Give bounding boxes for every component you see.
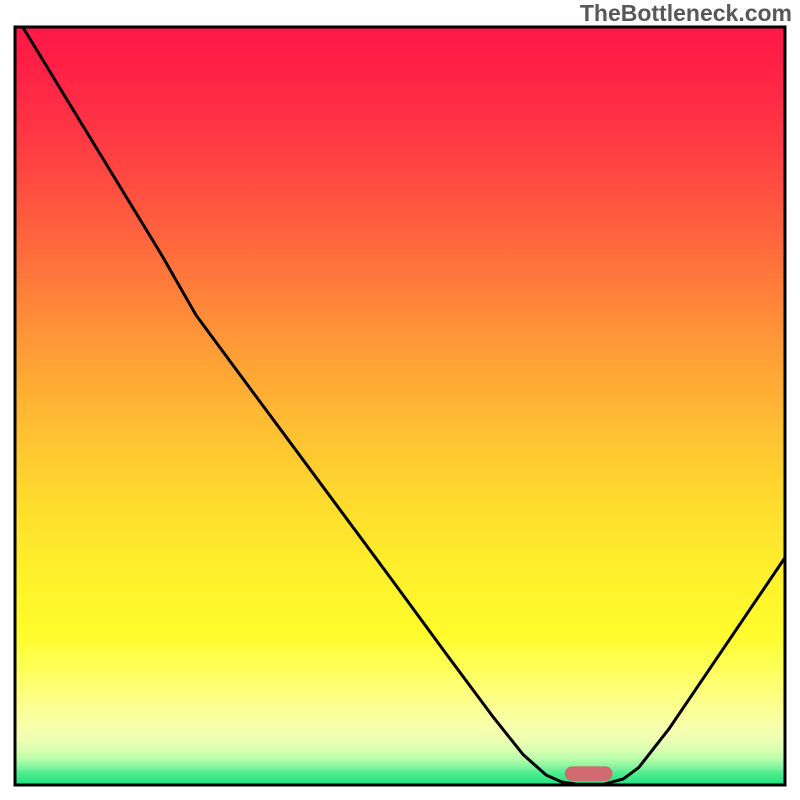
optimal-marker <box>565 766 613 780</box>
chart-svg <box>0 0 800 800</box>
watermark-text: TheBottleneck.com <box>580 0 792 27</box>
chart-container: TheBottleneck.com <box>0 0 800 800</box>
chart-background <box>15 27 785 785</box>
